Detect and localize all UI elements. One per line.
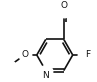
Text: N: N [42, 71, 49, 80]
Text: O: O [60, 1, 67, 10]
Text: F: F [85, 51, 90, 59]
Text: O: O [21, 51, 28, 59]
